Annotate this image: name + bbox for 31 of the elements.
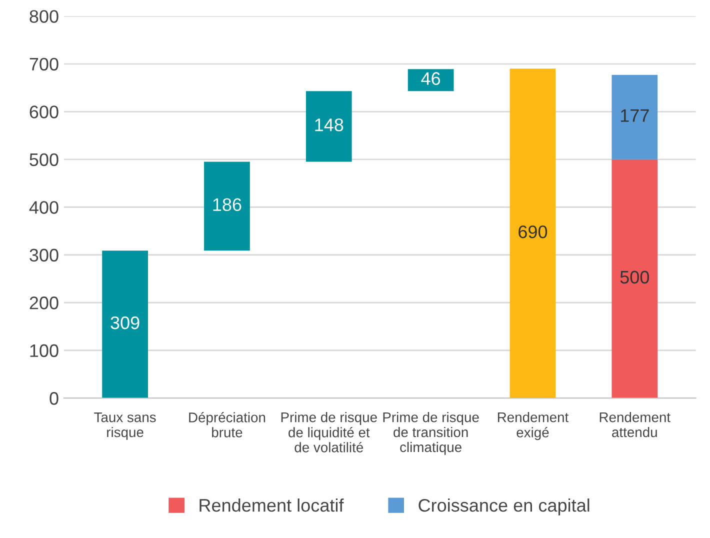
x-tick-label: Rendement attendu: [600, 412, 670, 438]
data-label: 186: [213, 198, 242, 212]
x-tick-label: Prime de risque de liquidité et de volatilité: [281, 412, 377, 452]
y-tick-label: 800: [30, 10, 58, 23]
data-label: 690: [518, 225, 548, 238]
bar: [306, 91, 352, 162]
y-tick-label: 700: [30, 58, 58, 71]
legend-label: Croissance en capital: [418, 498, 590, 516]
bar: [612, 74, 658, 160]
legend-label: Rendement locatif: [200, 498, 344, 512]
data-label: 177: [620, 109, 649, 122]
x-tick-label: Prime de risque de transition climatique: [383, 412, 479, 455]
y-tick-label: 600: [30, 106, 58, 118]
y-tick-label: 400: [29, 201, 58, 214]
y-tick-label: 200: [30, 296, 58, 310]
data-label: 500: [620, 270, 650, 284]
data-label: 46: [421, 72, 440, 85]
bar: [102, 250, 148, 398]
data-label: 309: [110, 316, 140, 330]
bar: [408, 69, 454, 92]
y-tick-label: 0: [50, 392, 58, 405]
y-tick-label: 300: [30, 248, 58, 262]
x-tick-label: Rendement exigé: [498, 412, 569, 440]
bar: [510, 68, 556, 398]
x-tick-label: Dépréciation brute: [189, 412, 266, 438]
bar: [612, 159, 658, 398]
data-label: 148: [315, 118, 344, 132]
y-tick-label: 100: [30, 344, 58, 358]
bar: [204, 162, 250, 251]
y-tick-label: 500: [30, 153, 58, 166]
x-tick-label: Taux sans risque: [94, 412, 156, 440]
